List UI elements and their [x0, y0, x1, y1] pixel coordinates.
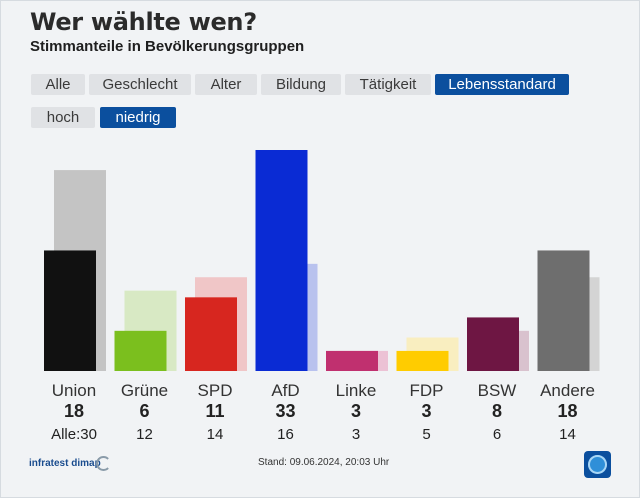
- bar-spd: [185, 297, 237, 371]
- category-label: BSW: [478, 381, 517, 400]
- chart-subtitle: Stimmanteile in Bevölkerungsgruppen: [30, 38, 305, 55]
- subtab-hoch[interactable]: hoch: [31, 107, 95, 128]
- bar-linke: [326, 350, 378, 371]
- value-label: 11: [205, 401, 224, 421]
- category-label: AfD: [271, 381, 299, 400]
- alle-value-label: 5: [422, 426, 430, 443]
- bar-fdp: [396, 350, 449, 371]
- alle-value-label: Alle:30: [51, 426, 97, 443]
- value-label: 33: [275, 401, 295, 421]
- alle-value-label: 3: [352, 426, 360, 443]
- category-label: Grüne: [121, 381, 168, 400]
- tab-alle[interactable]: Alle: [31, 74, 85, 95]
- bar-gruene: [114, 330, 167, 371]
- value-label: 6: [139, 401, 149, 421]
- infratest-ring-icon: [96, 456, 111, 471]
- tab-alter[interactable]: Alter: [195, 74, 257, 95]
- value-label: 18: [64, 401, 84, 421]
- alle-value-label: 16: [277, 426, 294, 443]
- category-label: Union: [52, 381, 96, 400]
- source-logo: infratest dimap: [29, 458, 101, 469]
- alle-value-label: 14: [559, 426, 576, 443]
- category-label: Andere: [540, 381, 595, 400]
- subtab-niedrig[interactable]: niedrig: [100, 107, 176, 128]
- alle-value-label: 6: [493, 426, 501, 443]
- value-label: 3: [421, 401, 431, 421]
- tab-geschlecht[interactable]: Geschlecht: [89, 74, 191, 95]
- bar-afd: [255, 150, 308, 371]
- value-label: 3: [351, 401, 361, 421]
- category-label: Linke: [336, 381, 377, 400]
- tab-bildung[interactable]: Bildung: [261, 74, 341, 95]
- alle-value-label: 14: [207, 426, 224, 443]
- tab-lebensstandard[interactable]: Lebensstandard: [435, 74, 569, 95]
- bar-union: [44, 250, 96, 371]
- alle-value-label: 12: [136, 426, 153, 443]
- category-label: FDP: [410, 381, 444, 400]
- category-label: SPD: [198, 381, 233, 400]
- chart-title: Wer wählte wen?: [30, 8, 257, 36]
- value-label: 18: [557, 401, 577, 421]
- bar-bsw: [467, 317, 519, 371]
- value-label: 8: [492, 401, 502, 421]
- timestamp: Stand: 09.06.2024, 20:03 Uhr: [258, 457, 390, 468]
- tab-taetigkeit[interactable]: Tätigkeit: [345, 74, 431, 95]
- bar-andere: [537, 250, 590, 371]
- tagesschau-logo-icon: [584, 451, 611, 478]
